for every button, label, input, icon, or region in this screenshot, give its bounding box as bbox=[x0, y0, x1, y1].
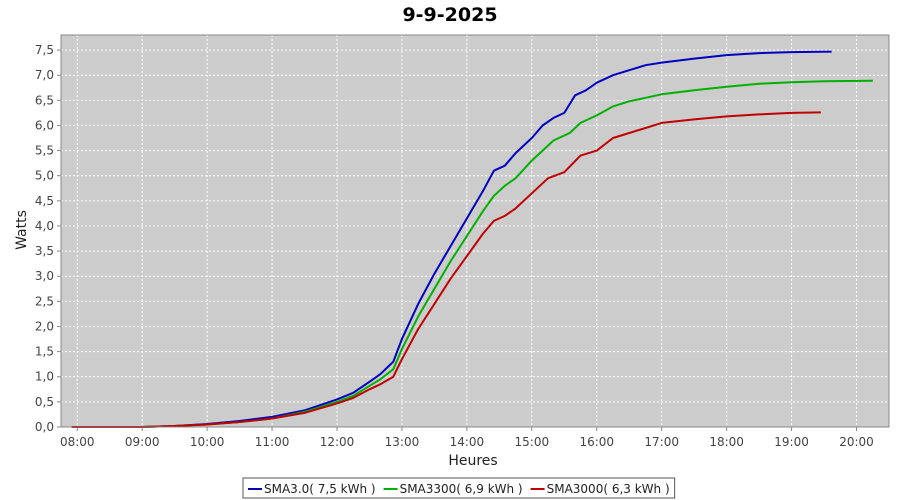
y-tick-label: 3,0 bbox=[35, 269, 54, 283]
legend: SMA3.0( 7,5 kWh ) SMA3300( 6,9 kWh ) SMA30… bbox=[242, 477, 676, 499]
x-tick-label: 17:00 bbox=[644, 435, 679, 449]
x-axis-ticks: 08:00 09:00 10:00 11:00 12:00 13:00 14:00 15:00… bbox=[60, 427, 874, 449]
y-tick-label: 0,5 bbox=[35, 395, 54, 409]
legend-entry-2: SMA3000( 6,3 kWh ) bbox=[547, 482, 670, 496]
x-tick-label: 12:00 bbox=[320, 435, 355, 449]
y-tick-label: 2,5 bbox=[35, 294, 54, 308]
x-axis-label: Heures bbox=[448, 453, 497, 469]
y-tick-label: 6,5 bbox=[35, 93, 54, 107]
y-tick-label: 5,5 bbox=[35, 144, 54, 158]
series-line-2 bbox=[71, 111, 821, 428]
x-tick-label: 08:00 bbox=[60, 435, 95, 449]
x-tick-label: 13:00 bbox=[385, 435, 420, 449]
y-tick-label: 3,5 bbox=[35, 244, 54, 258]
x-tick-label: 11:00 bbox=[255, 435, 290, 449]
legend-box bbox=[242, 477, 676, 499]
y-tick-label: 7,0 bbox=[35, 68, 54, 82]
y-axis-ticks: 0,0 0,5 1,0 1,5 2,0 2,5 3,0 3,5 4,0 4,5 5,0 5,5 6,0 6… bbox=[35, 43, 61, 434]
y-tick-label: 5,0 bbox=[35, 169, 54, 183]
x-tick-label: 10:00 bbox=[190, 435, 225, 449]
x-tick-label: 18:00 bbox=[709, 435, 744, 449]
legend-entry-0: SMA3.0( 7,5 kWh ) bbox=[264, 482, 376, 496]
y-tick-label: 0,0 bbox=[35, 420, 54, 434]
y-tick-label: 1,5 bbox=[35, 345, 54, 359]
legend-entry-1: SMA3300( 6,9 kWh ) bbox=[400, 482, 523, 496]
x-tick-label: 19:00 bbox=[774, 435, 809, 449]
y-tick-label: 1,0 bbox=[35, 370, 54, 384]
chart-title: 9-9-2025 bbox=[402, 4, 497, 26]
y-tick-label: 7,5 bbox=[35, 43, 54, 57]
y-axis-label: Watts bbox=[14, 210, 30, 250]
y-tick-label: 6,0 bbox=[35, 118, 54, 132]
plot-area bbox=[61, 35, 889, 427]
x-tick-label: 14:00 bbox=[450, 435, 485, 449]
y-tick-label: 2,0 bbox=[35, 319, 54, 333]
x-tick-label: 16:00 bbox=[579, 435, 614, 449]
series-line-0 bbox=[71, 50, 832, 428]
plot-border bbox=[60, 34, 890, 428]
x-tick-label: 15:00 bbox=[515, 435, 550, 449]
gridlines bbox=[61, 35, 889, 428]
y-tick-label: 4,0 bbox=[35, 219, 54, 233]
x-tick-label: 20:00 bbox=[839, 435, 874, 449]
series-lines bbox=[71, 50, 873, 428]
y-tick-label: 4,5 bbox=[35, 194, 54, 208]
x-tick-label: 09:00 bbox=[125, 435, 160, 449]
